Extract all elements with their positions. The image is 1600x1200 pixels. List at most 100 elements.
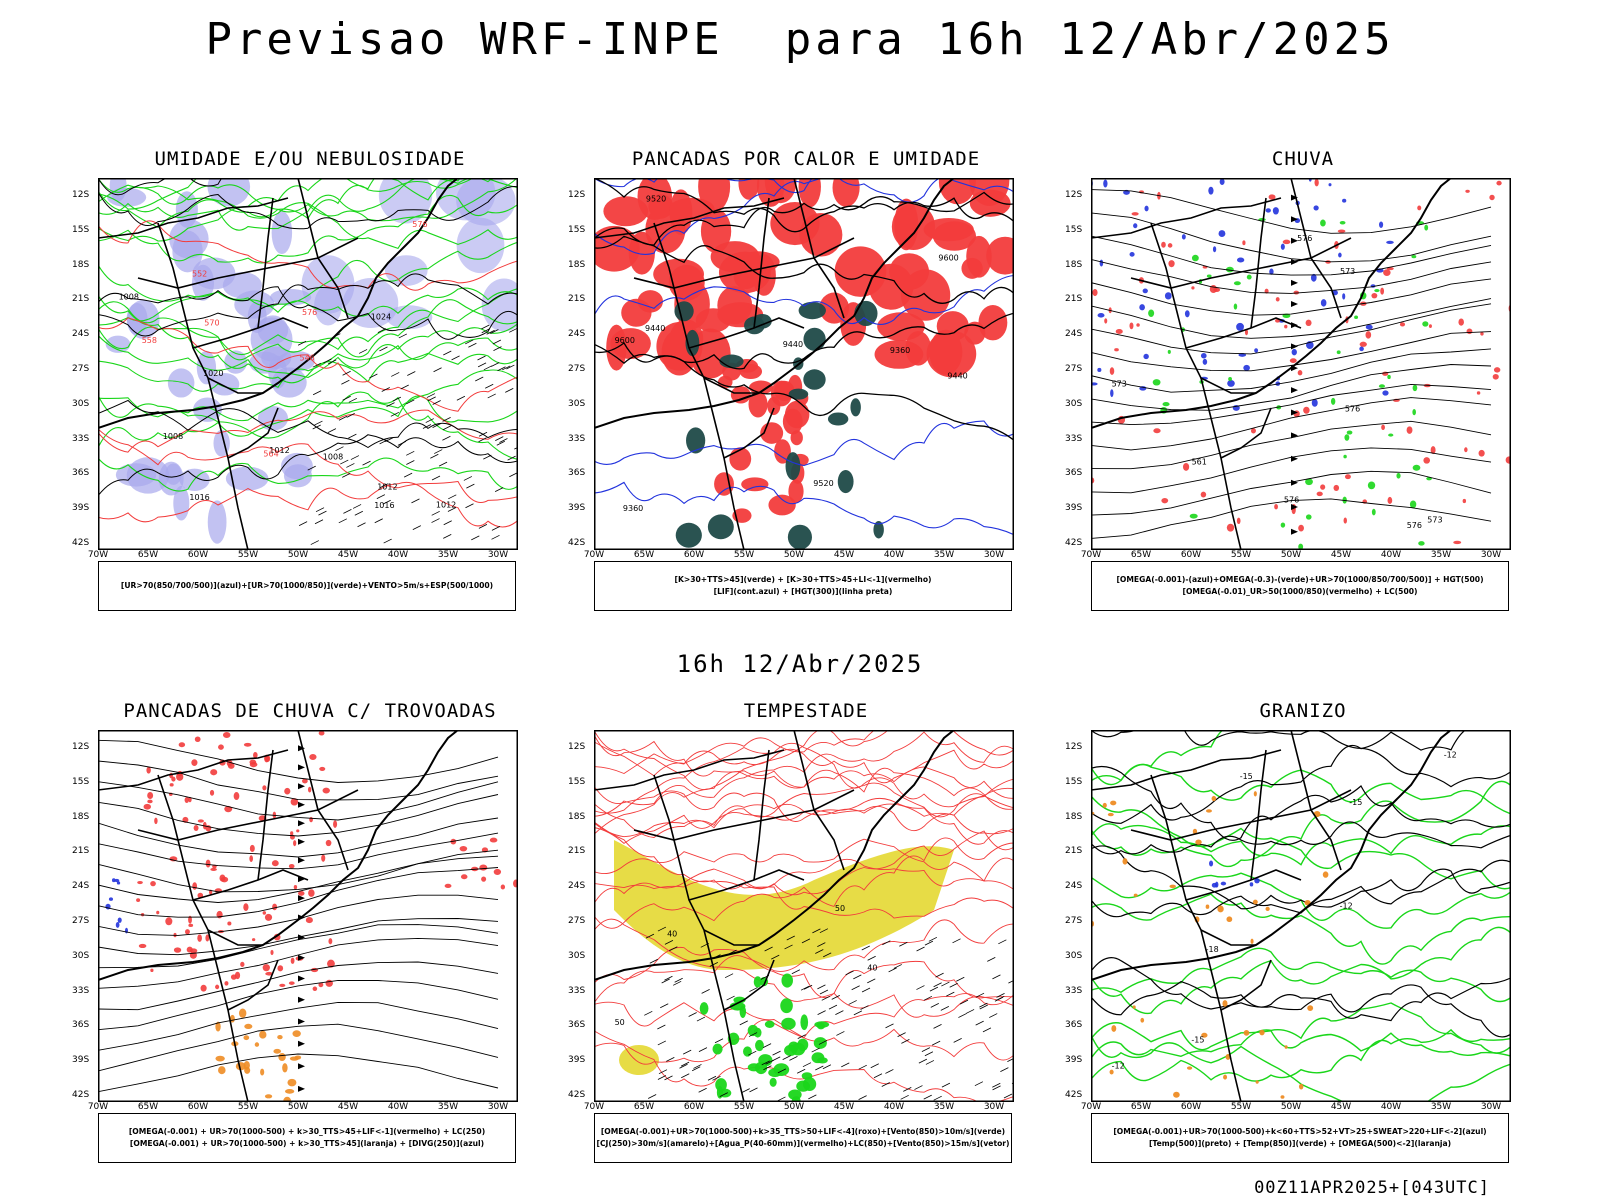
- field-blob: [150, 968, 154, 973]
- field-blob: [1107, 812, 1114, 817]
- field-blob: [189, 948, 198, 954]
- field-blob: [1382, 390, 1389, 396]
- wind-vector: [916, 985, 925, 990]
- wind-vector: [314, 519, 324, 525]
- isoline: [594, 191, 1014, 246]
- lon-tick-label: 60W: [683, 1102, 705, 1112]
- field-blob: [1181, 234, 1186, 240]
- field-blob: [1280, 1095, 1285, 1099]
- wind-vector: [764, 946, 773, 952]
- country-border: [227, 407, 279, 459]
- field-blob: [249, 844, 255, 852]
- wind-vector: [828, 1004, 838, 1010]
- legend-line: [OMEGA(-0.001)-(azul)+OMEGA(-0.3)-(verde…: [1116, 575, 1484, 584]
- lon-tick-label: 55W: [237, 1102, 259, 1112]
- field-blob: [628, 231, 655, 275]
- field-blob: [384, 255, 428, 286]
- wind-vector: [451, 355, 460, 361]
- isoline: [98, 273, 518, 337]
- wind-vector: [946, 991, 955, 997]
- field-blob: [200, 984, 207, 992]
- lon-tick-label: 55W: [237, 550, 259, 560]
- field-blob: [1099, 259, 1104, 267]
- field-blob: [1249, 882, 1254, 887]
- wind-vector: [688, 1012, 697, 1017]
- wind-vector: [431, 518, 440, 523]
- contour-label: -12: [1444, 751, 1457, 760]
- field-blob: [1109, 367, 1115, 375]
- wind-vector: [901, 1038, 910, 1044]
- wind-vector: [812, 928, 821, 934]
- field-blob: [1274, 503, 1278, 510]
- coastline: [98, 730, 459, 981]
- field-blob: [150, 880, 156, 887]
- field-blob: [249, 759, 257, 765]
- wind-vector: [719, 1092, 728, 1097]
- lon-tick-label: 35W: [437, 550, 459, 560]
- field-blob: [1272, 207, 1279, 215]
- streamline-arrow: [298, 975, 305, 982]
- run-timestamp: 00Z11APR2025+[043UTC]: [1254, 1178, 1490, 1198]
- field-blob: [1396, 472, 1401, 479]
- wind-vector: [465, 503, 474, 509]
- wind-vector: [672, 980, 682, 986]
- field-blob: [1342, 293, 1346, 300]
- panel-granizo: GRANIZO -12 -12 -15 -15 -18 -12 -15 12S 15S 18S 21S…: [1065, 700, 1533, 1180]
- country-border: [723, 407, 775, 459]
- lat-tick-label: 39S: [1065, 1055, 1083, 1066]
- isoline: [98, 457, 518, 492]
- field-blob: [1305, 478, 1313, 486]
- field-blob: [1342, 198, 1347, 203]
- field-blob: [781, 1017, 796, 1030]
- field-blob: [1254, 878, 1260, 884]
- lon-tick-label: 60W: [1180, 550, 1202, 560]
- lat-tick-label: 21S: [1065, 294, 1083, 305]
- streamline-arrow: [298, 745, 305, 752]
- contour-label: 40: [867, 963, 877, 972]
- streamline: [1091, 348, 1492, 393]
- lat-tick-label: 30S: [568, 950, 586, 961]
- field-blob: [1167, 349, 1171, 354]
- country-border: [1130, 237, 1352, 289]
- isoline: [594, 837, 1014, 929]
- field-blob: [1478, 449, 1485, 457]
- field-blob: [1227, 380, 1235, 387]
- wind-vector: [784, 944, 793, 950]
- wind-vector: [923, 1094, 932, 1100]
- isoline: [594, 748, 1014, 784]
- contour-label: 9600: [615, 336, 635, 345]
- panel-tempestade: TEMPESTADE 50 40 40 50 12S 15S 18S 21S 24S 27S 30S 3…: [568, 700, 1036, 1180]
- country-border: [257, 197, 274, 329]
- map-plot: 9600 9600 9520 9440 9520 9440 9360 9360 9440: [594, 178, 1014, 550]
- wind-vector: [998, 939, 1007, 945]
- field-blob: [271, 860, 279, 867]
- lon-tick-label: 70W: [1080, 550, 1102, 560]
- wind-vector: [649, 958, 658, 964]
- field-blob: [456, 217, 505, 274]
- streamline: [1091, 470, 1492, 516]
- panel-pancadas-trovoadas: PANCADAS DE CHUVA C/ TROVOADAS 12S 15S 18S 2…: [72, 700, 540, 1180]
- wind-vector: [851, 985, 860, 991]
- wind-vector: [346, 463, 355, 468]
- wind-vector: [448, 494, 457, 500]
- isoline: [1091, 730, 1242, 786]
- contour-label: 573: [1112, 379, 1127, 388]
- isoline: [594, 782, 1014, 838]
- isoline: [1091, 780, 1511, 868]
- wind-vector: [956, 976, 965, 982]
- lat-tick-label: 24S: [1065, 881, 1083, 892]
- field-blob: [284, 1089, 295, 1094]
- field-blob: [1298, 524, 1304, 532]
- lat-tick-label: 30S: [568, 398, 586, 409]
- lat-tick-label: 15S: [72, 224, 90, 235]
- wind-vector: [796, 1068, 806, 1074]
- wind-vector: [493, 346, 502, 351]
- panel-title: UMIDADE E/OU NEBULOSIDADE: [154, 148, 466, 170]
- isoline: [1091, 823, 1511, 866]
- field-blob: [819, 292, 850, 324]
- wind-vector: [817, 984, 826, 990]
- wind-vector: [487, 393, 496, 399]
- wind-vector: [362, 460, 371, 466]
- country-border: [1200, 377, 1256, 394]
- wind-vector: [714, 1038, 724, 1044]
